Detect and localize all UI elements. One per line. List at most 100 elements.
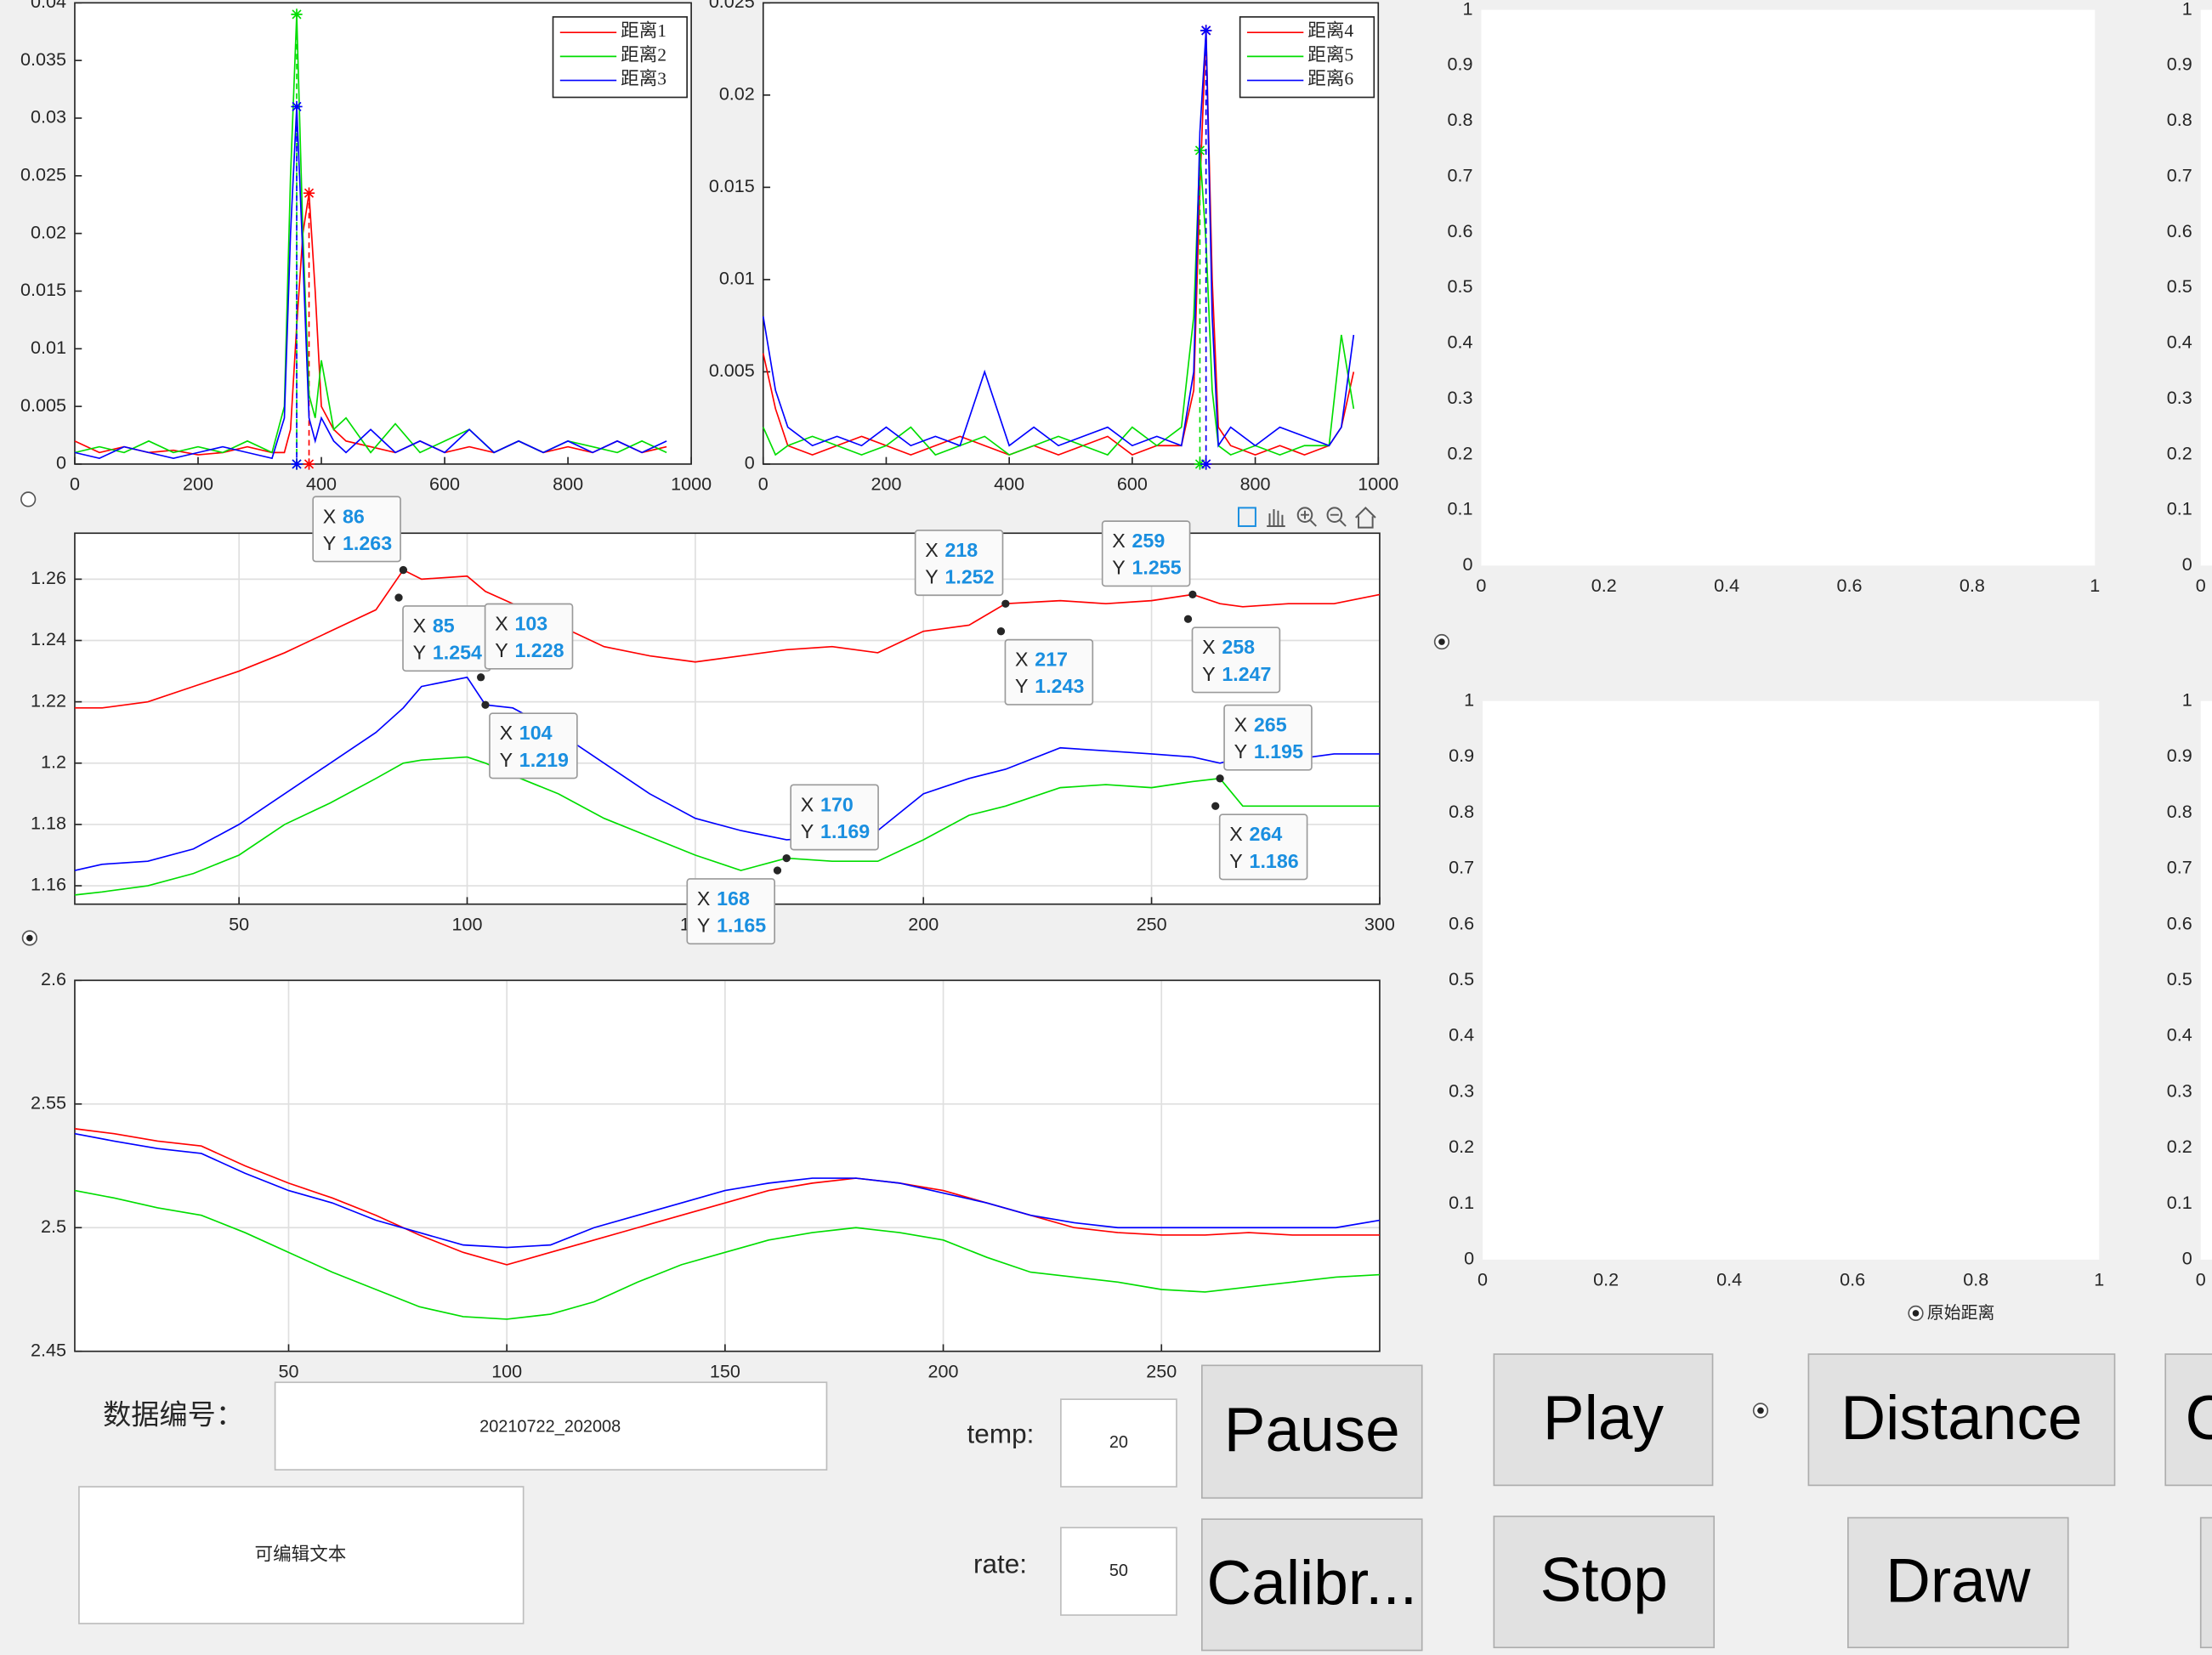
y-tick-label: 0.3 xyxy=(2167,387,2192,408)
y-tick-label: 0.3 xyxy=(1449,1080,1474,1101)
y-tick-label: 0 xyxy=(1462,553,1472,575)
toolbar-icon[interactable] xyxy=(1296,507,1313,523)
button[interactable] xyxy=(1493,1353,1714,1487)
y-tick-label: 0.9 xyxy=(2167,745,2192,766)
datatip-point xyxy=(1183,615,1193,623)
y-tick-label: 1 xyxy=(2182,689,2192,710)
radio-label: 原始距离 xyxy=(1927,1303,1995,1323)
data-id-field[interactable] xyxy=(274,1381,828,1471)
button[interactable] xyxy=(1493,1516,1716,1649)
rate-field[interactable] xyxy=(1060,1527,1177,1616)
datatip-x: 86 xyxy=(343,505,365,527)
datatip-key: Y xyxy=(1234,740,1248,762)
y-tick-label: 0.8 xyxy=(1447,109,1472,130)
button[interactable] xyxy=(2199,1516,2212,1649)
datatip-x: 104 xyxy=(519,722,553,744)
temp-field[interactable] xyxy=(1060,1398,1177,1488)
data-id-value: 20210722_202008 xyxy=(479,1418,621,1437)
y-tick-label: 0.015 xyxy=(20,279,66,300)
plot-area xyxy=(1481,9,2096,566)
y-tick-label: 0.02 xyxy=(31,221,66,242)
toolbar-icon[interactable] xyxy=(1237,507,1256,527)
button-label: Draw xyxy=(1886,1546,2031,1615)
datatip-key: Y xyxy=(1229,850,1243,872)
series-line xyxy=(762,30,1355,448)
editable-text-field[interactable] xyxy=(78,1486,525,1624)
x-tick-label: 0 xyxy=(2196,1268,2206,1289)
x-tick-label: 0 xyxy=(70,473,80,495)
x-tick-label: 0.4 xyxy=(1716,1268,1742,1289)
datatip-y: 1.228 xyxy=(514,639,564,661)
legend-label: 距离3 xyxy=(621,69,666,89)
y-tick-label: 0.2 xyxy=(2167,1136,2192,1157)
series-line xyxy=(74,1189,1380,1320)
axes: 0 0.1 0.2 0.3 0.4 0.5 0.6 0.7 0.8 0.9 1 0 0.2 0.4 0.6 0… xyxy=(1449,689,2104,1289)
y-tick-label: 0.8 xyxy=(2167,801,2192,822)
toolbar-icon[interactable] xyxy=(1301,510,1317,527)
datatip-y: 1.186 xyxy=(1250,850,1299,872)
datatip-key: X xyxy=(495,613,508,635)
y-tick-label: 0.6 xyxy=(1447,220,1472,241)
data-id-label: 数据编号： xyxy=(103,1399,244,1431)
datatip-key: X xyxy=(1112,530,1126,552)
axes-frame xyxy=(762,2,1380,465)
datatip-x: 168 xyxy=(717,887,750,910)
y-tick-label: 0.01 xyxy=(31,337,66,358)
button[interactable] xyxy=(1201,1364,1423,1499)
datatip-x: 258 xyxy=(1222,636,1255,658)
button[interactable] xyxy=(1807,1353,2116,1487)
radio[interactable] xyxy=(20,491,37,507)
datatip-key: Y xyxy=(1015,675,1029,697)
button-label: Pause xyxy=(1224,1396,1400,1465)
x-tick-label: 0.6 xyxy=(1837,575,1863,596)
button[interactable] xyxy=(1847,1516,2069,1649)
datatip-x: 265 xyxy=(1254,714,1287,736)
datatip-key: Y xyxy=(1202,663,1216,685)
peak-marker xyxy=(1200,25,1212,37)
x-tick-label: 0 xyxy=(1478,1268,1488,1289)
button[interactable] xyxy=(1201,1518,1423,1652)
datatip-x: 217 xyxy=(1035,649,1068,671)
button[interactable] xyxy=(2164,1353,2212,1487)
axes: 0 0.005 0.01 0.015 0.02 0.025 0.03 0.035 0.04 0 20… xyxy=(20,0,712,495)
datatip-y: 1.254 xyxy=(433,642,482,664)
x-tick-label: 0.6 xyxy=(1840,1268,1865,1289)
datatip-x: 218 xyxy=(944,539,978,561)
axes-frame xyxy=(74,979,1381,1352)
y-tick-label: 0.3 xyxy=(1447,387,1472,408)
x-tick-label: 0 xyxy=(2196,575,2206,596)
series-line xyxy=(74,569,1381,709)
toolbar-icon[interactable] xyxy=(1355,506,1376,529)
datatip-key: Y xyxy=(413,642,427,664)
plot-area xyxy=(1483,700,2100,1260)
x-tick-label: 0.8 xyxy=(1960,575,1985,596)
toolbar-icon[interactable] xyxy=(1326,507,1343,523)
toolbar-icon[interactable] xyxy=(1267,509,1285,527)
y-tick-label: 0.7 xyxy=(2167,857,2192,878)
peak-marker xyxy=(303,187,315,199)
datatip-box xyxy=(484,603,574,670)
y-tick-label: 1.18 xyxy=(31,813,66,834)
datatip-key: Y xyxy=(1112,557,1126,579)
y-tick-label: 0.4 xyxy=(2167,332,2192,353)
y-tick-label: 0.3 xyxy=(2167,1080,2192,1101)
y-tick-label: 0.5 xyxy=(1447,275,1472,297)
y-tick-label: 0.7 xyxy=(2167,164,2192,185)
datatip-key: X xyxy=(1229,823,1243,845)
datatip-box xyxy=(1218,813,1308,881)
y-tick-label: 0.5 xyxy=(2167,968,2192,989)
radio-dot xyxy=(1757,1407,1764,1414)
y-tick-label: 0.6 xyxy=(2167,912,2192,933)
axes: 0 0.005 0.01 0.015 0.02 0.025 0 200 400 600 800 100… xyxy=(709,0,1398,495)
x-tick-label: 600 xyxy=(429,473,460,495)
toolbar-icon[interactable] xyxy=(1330,513,1347,527)
radio-dots xyxy=(26,638,1920,1414)
datatip-key: X xyxy=(500,722,513,744)
y-tick-label: 0.005 xyxy=(709,360,755,381)
y-tick-label: 1 xyxy=(1464,689,1474,710)
datatip-y: 1.195 xyxy=(1254,740,1303,762)
datatip-key: Y xyxy=(500,749,513,771)
datatip-box xyxy=(1004,638,1094,706)
rate-value: 50 xyxy=(1109,1561,1128,1580)
